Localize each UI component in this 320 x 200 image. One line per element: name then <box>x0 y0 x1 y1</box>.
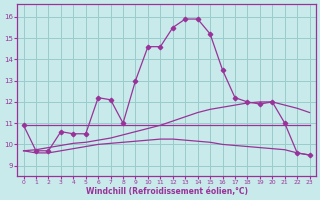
X-axis label: Windchill (Refroidissement éolien,°C): Windchill (Refroidissement éolien,°C) <box>85 187 248 196</box>
